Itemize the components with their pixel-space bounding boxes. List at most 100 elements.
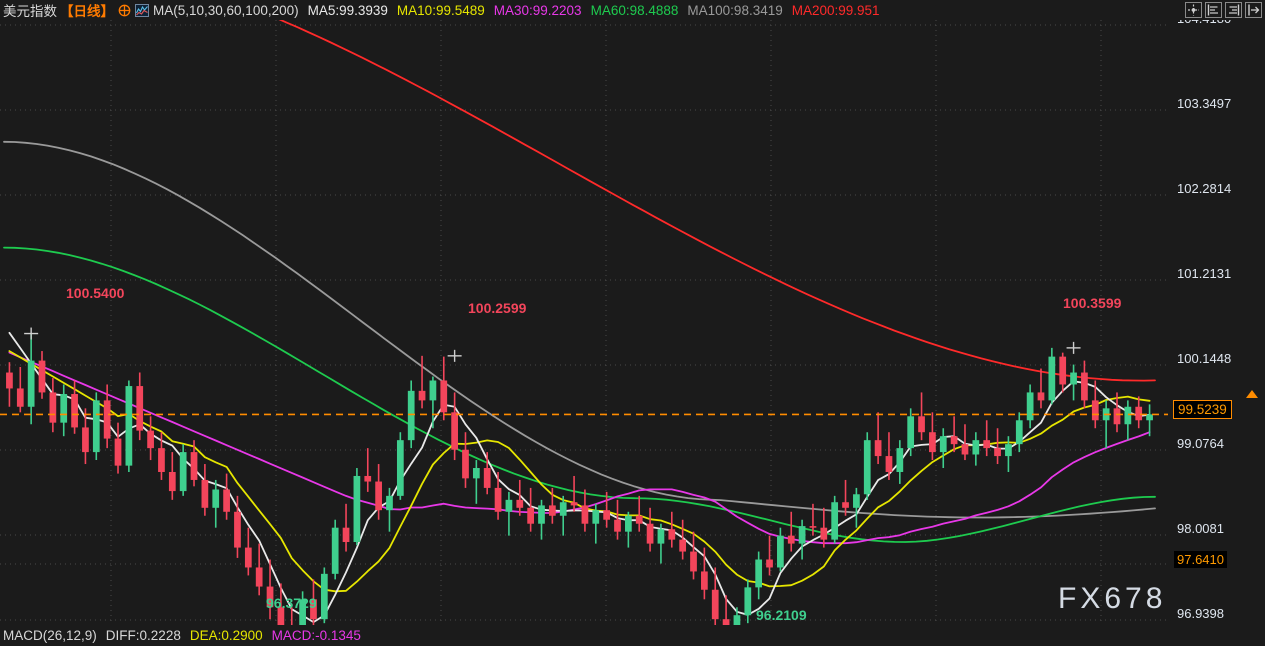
- low-annotation-2: 96.2109: [756, 607, 807, 623]
- candle-body: [277, 607, 285, 625]
- price-chart-plot[interactable]: [0, 20, 1168, 625]
- ma-indicator-label: MA(5,10,30,60,100,200): [153, 2, 299, 18]
- candle-body: [179, 452, 187, 492]
- candle-body: [939, 436, 947, 453]
- candle-body: [82, 427, 89, 453]
- candle-body: [429, 380, 437, 401]
- candle-body: [983, 440, 991, 449]
- candle-body: [244, 547, 252, 568]
- candle-body: [516, 499, 524, 508]
- ma5-value: MA5:99.3939: [307, 2, 388, 18]
- candle-body: [798, 526, 806, 544]
- candlestick-svg: [0, 20, 1168, 625]
- candle-body: [1005, 444, 1012, 457]
- candle-body: [147, 430, 154, 449]
- candle-body: [614, 519, 621, 532]
- candle-body: [581, 505, 589, 524]
- candle-body: [950, 436, 958, 445]
- candle-body: [1048, 356, 1056, 401]
- axis-label-7: 97.6410: [1174, 551, 1227, 568]
- candle-body: [1135, 406, 1143, 421]
- candle-body: [570, 502, 578, 506]
- ma100-value: MA100:98.3419: [687, 2, 783, 18]
- candle-body: [1081, 372, 1088, 401]
- align-right-tool-icon[interactable]: [1225, 2, 1242, 18]
- candle-body: [711, 589, 719, 620]
- candle-body: [885, 456, 893, 472]
- candle-body: [972, 440, 980, 455]
- candle-body: [483, 468, 491, 488]
- candle-body: [136, 386, 144, 431]
- chart-icon[interactable]: [135, 3, 149, 17]
- macd-footer: MACD(26,12,9) DIFF:0.2228 DEA:0.2900 MAC…: [0, 625, 1265, 646]
- candle-body: [472, 468, 480, 479]
- crosshair-icon[interactable]: [118, 4, 131, 17]
- candle-body: [820, 527, 828, 540]
- high-annotation-2: 100.2599: [468, 300, 527, 316]
- price-axis[interactable]: 104.4180103.3497102.2814101.2131100.1448…: [1168, 11, 1265, 625]
- candle-body: [320, 573, 328, 620]
- crosshair-tool-icon[interactable]: [1185, 2, 1202, 18]
- candle-body: [440, 380, 448, 413]
- axis-label-8: 96.9398: [1177, 606, 1224, 621]
- candle-body: [907, 416, 915, 449]
- chart-header: 美元指数 【日线】 MA(5,10,30,60,100,200) MA5:99.…: [0, 0, 1265, 20]
- candle-body: [657, 529, 665, 544]
- candle-body: [592, 510, 600, 524]
- candle-body: [60, 394, 68, 423]
- macd-indicator-label: MACD(26,12,9): [3, 628, 97, 643]
- candle-body: [114, 438, 122, 466]
- candle-body: [755, 559, 763, 588]
- candle-body: [918, 416, 925, 433]
- candle-body: [331, 527, 339, 574]
- candle-body: [201, 479, 209, 508]
- candle-body: [299, 599, 306, 625]
- candle-body: [1059, 356, 1067, 385]
- candle-body: [1146, 414, 1153, 421]
- candle-body: [624, 515, 632, 532]
- candle-body: [603, 510, 611, 520]
- candle-body: [1070, 372, 1077, 385]
- candle-body: [559, 502, 567, 516]
- candle-body: [1113, 408, 1121, 425]
- candle-body: [16, 388, 24, 407]
- low-annotation-1: 96.3729: [266, 595, 317, 611]
- candle-body: [733, 615, 741, 625]
- candle-body: [690, 551, 697, 572]
- candle-body: [364, 475, 372, 482]
- candle-body: [223, 489, 230, 512]
- high-annotation-1: 100.5400: [66, 285, 125, 301]
- period-label[interactable]: 【日线】: [60, 4, 114, 19]
- candle-body: [809, 526, 817, 528]
- axis-label-3: 101.2131: [1177, 266, 1232, 281]
- candle-body: [527, 507, 535, 524]
- ma60-value: MA60:98.4888: [590, 2, 679, 18]
- candle-body: [190, 452, 198, 480]
- candle-body: [1091, 400, 1099, 421]
- candle-body: [342, 527, 350, 543]
- candle-body: [396, 440, 404, 496]
- candle-body: [375, 481, 382, 511]
- candle-body: [863, 440, 871, 495]
- candle-body: [494, 487, 502, 512]
- candle-body: [505, 499, 513, 512]
- ma30-value: MA30:99.2203: [493, 2, 582, 18]
- axis-label-1: 103.3497: [1177, 96, 1232, 111]
- candle-body: [842, 502, 849, 508]
- candle-body: [255, 567, 263, 587]
- candle-body: [538, 505, 545, 524]
- candle-body: [668, 529, 676, 540]
- ma200-value: MA200:99.951: [791, 2, 880, 18]
- fx678-watermark: FX678: [1058, 582, 1167, 615]
- candle-body: [103, 400, 111, 439]
- candle-body: [418, 390, 426, 401]
- macd-dea-value: DEA:0.2900: [189, 628, 263, 643]
- current-price-tag[interactable]: 99.5239: [1173, 400, 1232, 419]
- candle-body: [635, 515, 643, 524]
- candle-body: [874, 440, 882, 457]
- candle-body: [125, 386, 133, 466]
- candle-body: [744, 587, 752, 616]
- align-left-tool-icon[interactable]: [1205, 2, 1222, 18]
- exit-tool-icon[interactable]: [1245, 2, 1262, 18]
- candle-body: [853, 494, 860, 508]
